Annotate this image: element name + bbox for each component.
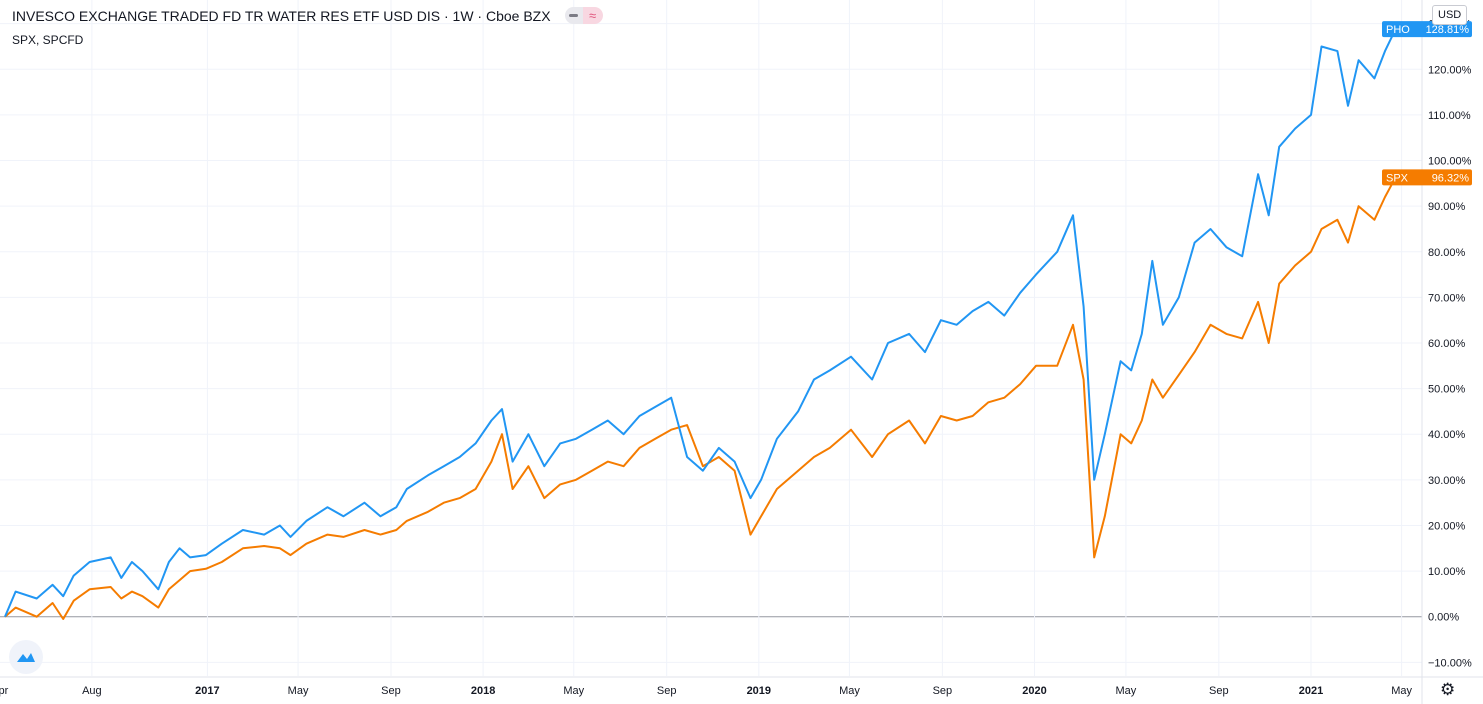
- series-layer: [4, 28, 1397, 620]
- y-tick-label: 0.00%: [1428, 612, 1459, 624]
- minus-icon[interactable]: [564, 7, 583, 24]
- x-tick-label: 2020: [1022, 685, 1046, 697]
- x-tick-label: 2019: [747, 685, 771, 697]
- x-tick-label: Aug: [82, 685, 102, 697]
- y-tick-label: 60.00%: [1428, 338, 1466, 350]
- last-value-badges: SPX 96.32% PHO 128.81%: [1382, 21, 1472, 186]
- compare-symbols[interactable]: SPX, SPCFD: [12, 33, 84, 47]
- x-tick-label: May: [563, 685, 584, 697]
- chart-header: INVESCO EXCHANGE TRADED FD TR WATER RES …: [12, 7, 603, 24]
- y-tick-label: 120.00%: [1428, 64, 1472, 76]
- x-tick-label: May: [839, 685, 860, 697]
- y-tick-label: 90.00%: [1428, 201, 1466, 213]
- gear-icon[interactable]: ⚙: [1440, 680, 1456, 699]
- x-tick-label: 2021: [1299, 685, 1323, 697]
- x-tick-label: 2018: [471, 685, 495, 697]
- x-tick-label: 2017: [195, 685, 219, 697]
- chart-title: INVESCO EXCHANGE TRADED FD TR WATER RES …: [12, 7, 551, 24]
- tradingview-logo-icon[interactable]: [9, 640, 43, 674]
- header-toggle-pill[interactable]: ≈: [564, 7, 603, 24]
- y-tick-label: 10.00%: [1428, 566, 1466, 578]
- x-tick-label: Sep: [933, 685, 953, 697]
- x-tick-label: Apr: [0, 685, 9, 697]
- series-name-label: SPX: [1386, 172, 1409, 184]
- series-line-pho[interactable]: [4, 28, 1397, 618]
- x-tick-label: Sep: [1209, 685, 1229, 697]
- last-value-badge-spx: SPX 96.32%: [1382, 169, 1472, 186]
- y-tick-label: 100.00%: [1428, 156, 1472, 168]
- series-line-spx[interactable]: [4, 176, 1397, 620]
- currency-button[interactable]: USD: [1432, 5, 1468, 25]
- y-tick-label: 20.00%: [1428, 520, 1466, 532]
- series-last-value: 96.32%: [1432, 172, 1470, 184]
- series-last-value: 128.81%: [1426, 24, 1470, 36]
- x-tick-label: Sep: [657, 685, 677, 697]
- last-value-badge-pho: PHO 128.81%: [1382, 21, 1472, 38]
- approx-icon[interactable]: ≈: [582, 7, 603, 24]
- grid: [0, 0, 1422, 676]
- y-tick-label: 80.00%: [1428, 247, 1466, 259]
- x-tick-label: May: [288, 685, 309, 697]
- y-tick-label: 70.00%: [1428, 292, 1466, 304]
- series-name-label: PHO: [1386, 24, 1410, 36]
- x-tick-label: May: [1116, 685, 1137, 697]
- y-tick-label: 50.00%: [1428, 384, 1466, 396]
- x-tick-label: Sep: [381, 685, 401, 697]
- y-tick-label: −10.00%: [1428, 657, 1472, 669]
- y-tick-label: 30.00%: [1428, 475, 1466, 487]
- x-tick-label: May: [1391, 685, 1412, 697]
- y-tick-label: 110.00%: [1428, 110, 1471, 122]
- y-tick-label: 40.00%: [1428, 429, 1466, 441]
